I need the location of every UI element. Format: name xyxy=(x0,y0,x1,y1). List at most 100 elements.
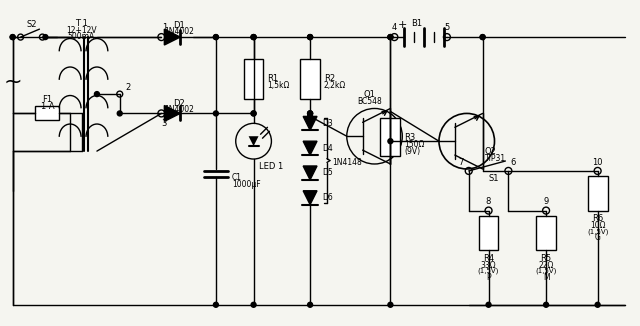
Text: 22Ω: 22Ω xyxy=(538,260,554,270)
Text: 7: 7 xyxy=(458,157,463,167)
Text: C1: C1 xyxy=(232,173,242,182)
Circle shape xyxy=(480,35,485,39)
Text: F1: F1 xyxy=(42,95,52,104)
Circle shape xyxy=(388,35,393,39)
Circle shape xyxy=(308,111,312,116)
Text: (1,5V): (1,5V) xyxy=(587,228,608,235)
Circle shape xyxy=(308,35,312,39)
Text: 2: 2 xyxy=(125,83,131,92)
Text: 33Ω: 33Ω xyxy=(481,260,497,270)
Text: 1 A: 1 A xyxy=(40,102,54,111)
Text: D5: D5 xyxy=(322,169,333,177)
Text: 10: 10 xyxy=(593,157,603,167)
Text: S2: S2 xyxy=(26,20,36,29)
Polygon shape xyxy=(303,116,317,130)
Text: G: G xyxy=(595,233,600,242)
Text: +: + xyxy=(397,20,407,30)
Text: BC548: BC548 xyxy=(357,97,382,106)
Circle shape xyxy=(251,35,256,39)
Text: D2: D2 xyxy=(173,99,185,108)
Bar xyxy=(479,215,499,250)
Polygon shape xyxy=(303,191,317,205)
Text: P: P xyxy=(486,273,491,282)
Circle shape xyxy=(213,111,218,116)
Bar xyxy=(244,59,264,98)
Text: R5: R5 xyxy=(541,254,552,263)
Text: T 1: T 1 xyxy=(75,19,88,28)
Text: ~: ~ xyxy=(3,72,22,92)
Text: M: M xyxy=(543,273,549,282)
Bar xyxy=(536,215,556,250)
Text: (1,5V): (1,5V) xyxy=(536,268,557,274)
Text: 8: 8 xyxy=(486,197,492,206)
Circle shape xyxy=(117,111,122,116)
Polygon shape xyxy=(303,166,317,180)
Text: D1: D1 xyxy=(173,21,185,30)
Circle shape xyxy=(388,139,393,144)
Bar xyxy=(381,118,400,156)
Circle shape xyxy=(251,35,256,39)
Text: R3: R3 xyxy=(404,133,415,142)
Circle shape xyxy=(480,35,485,39)
Circle shape xyxy=(251,111,256,116)
Text: LED 1: LED 1 xyxy=(259,162,283,171)
Polygon shape xyxy=(164,106,180,121)
Text: R4: R4 xyxy=(483,254,494,263)
Circle shape xyxy=(308,35,312,39)
Circle shape xyxy=(543,302,548,307)
Bar xyxy=(588,176,607,211)
Circle shape xyxy=(308,111,312,116)
Circle shape xyxy=(43,35,48,39)
Circle shape xyxy=(213,302,218,307)
Text: 12+12V: 12+12V xyxy=(66,26,97,35)
Circle shape xyxy=(486,302,491,307)
Circle shape xyxy=(595,302,600,307)
Circle shape xyxy=(388,35,393,39)
Circle shape xyxy=(388,35,393,39)
Text: 3: 3 xyxy=(162,119,167,128)
Text: D6: D6 xyxy=(322,193,333,202)
Text: R2: R2 xyxy=(324,74,335,83)
Text: D3: D3 xyxy=(322,119,333,128)
Text: 1: 1 xyxy=(162,23,167,32)
Circle shape xyxy=(388,302,393,307)
Text: Q2: Q2 xyxy=(484,147,497,156)
Text: 150Ω: 150Ω xyxy=(404,140,425,149)
Circle shape xyxy=(213,35,218,39)
Text: D4: D4 xyxy=(322,144,333,153)
Circle shape xyxy=(10,35,15,39)
Circle shape xyxy=(251,35,256,39)
Text: (1,5V): (1,5V) xyxy=(478,268,499,274)
Circle shape xyxy=(10,35,15,39)
Text: 500mA: 500mA xyxy=(67,32,95,41)
Circle shape xyxy=(251,111,256,116)
Text: 1N4002: 1N4002 xyxy=(164,105,194,114)
Bar xyxy=(35,107,60,120)
Circle shape xyxy=(308,111,312,116)
Text: B1: B1 xyxy=(412,19,423,28)
Text: 1N4002: 1N4002 xyxy=(164,27,194,36)
Circle shape xyxy=(308,114,312,119)
Text: 1000μF: 1000μF xyxy=(232,180,260,189)
Circle shape xyxy=(308,35,312,39)
Polygon shape xyxy=(303,141,317,155)
Text: R6: R6 xyxy=(592,214,604,223)
Text: 5: 5 xyxy=(444,23,449,32)
Circle shape xyxy=(95,92,99,96)
Polygon shape xyxy=(164,29,180,45)
Text: 1,5kΩ: 1,5kΩ xyxy=(268,81,290,90)
Text: 2,2kΩ: 2,2kΩ xyxy=(324,81,346,90)
Circle shape xyxy=(308,302,312,307)
Text: (9V): (9V) xyxy=(404,147,420,156)
Bar xyxy=(300,59,320,98)
Text: Q1: Q1 xyxy=(364,90,376,99)
Circle shape xyxy=(213,35,218,39)
Text: S1: S1 xyxy=(488,174,499,183)
Circle shape xyxy=(251,302,256,307)
Text: TIP31: TIP31 xyxy=(484,154,506,163)
Text: 6: 6 xyxy=(510,157,516,167)
Text: 9: 9 xyxy=(543,197,548,206)
Text: 4: 4 xyxy=(392,23,397,32)
Text: R1: R1 xyxy=(268,74,278,83)
Text: 10Ω: 10Ω xyxy=(590,221,605,230)
